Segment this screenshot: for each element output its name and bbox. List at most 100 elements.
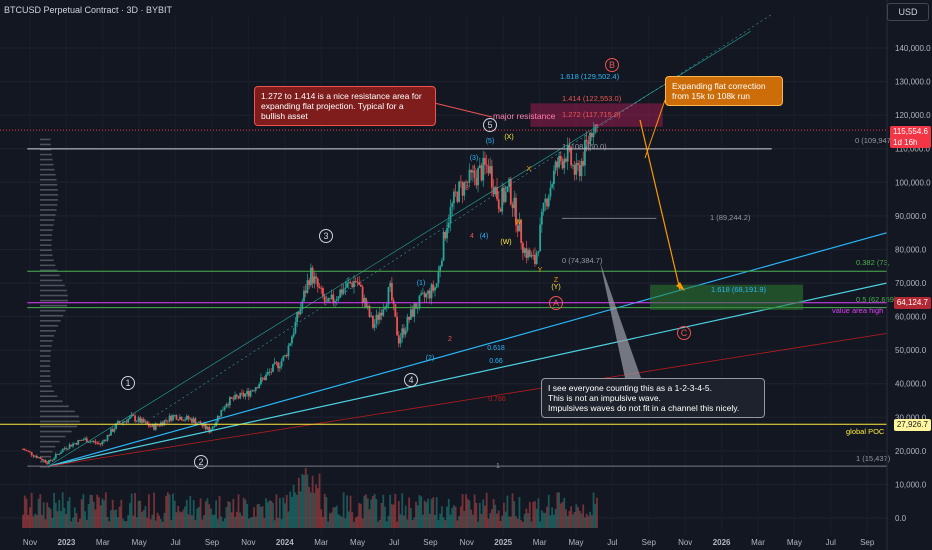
candle: [401, 328, 404, 338]
volume-bar: [265, 498, 267, 528]
candle: [592, 132, 595, 138]
volume-bar: [103, 500, 105, 528]
price-tick-label: 40,000.0: [895, 380, 927, 389]
candle: [506, 186, 509, 192]
volume-bar: [153, 492, 155, 528]
candle: [554, 161, 557, 171]
volume-bar: [173, 500, 176, 528]
candle: [175, 415, 178, 420]
volume-bar: [406, 519, 409, 528]
volume-bar: [420, 496, 423, 528]
candle: [516, 225, 519, 232]
volume-bar: [409, 508, 412, 528]
callout-pointer: [644, 99, 666, 159]
candle: [341, 289, 343, 294]
profile-bar: [40, 234, 53, 236]
candle: [101, 441, 104, 445]
candle: [549, 187, 552, 197]
symbol-title: BTCUSD Perpetual Contract · 3D · BYBIT: [4, 5, 173, 15]
candle: [582, 160, 585, 166]
volume-bar: [465, 494, 467, 528]
candle: [573, 165, 576, 175]
volume-bar: [449, 514, 452, 528]
volume-bar: [334, 507, 336, 528]
volume-bar: [323, 493, 326, 528]
wave-label: 4: [470, 233, 474, 240]
volume-bar: [244, 499, 247, 528]
candle: [125, 421, 128, 423]
profile-bar: [40, 279, 63, 282]
fib-level-label: 0 (74,384.7): [562, 256, 603, 265]
profile-bar: [40, 168, 55, 171]
profile-bar: [40, 390, 54, 393]
volume-bar: [468, 500, 471, 528]
volume-bar: [65, 514, 68, 528]
volume-bar: [596, 497, 598, 528]
wave-label: X: [527, 166, 532, 173]
candle: [92, 441, 95, 443]
candle: [73, 443, 76, 444]
volume-bar: [197, 507, 200, 528]
currency-button[interactable]: USD: [887, 3, 929, 21]
profile-bar: [40, 324, 59, 327]
profile-bar: [40, 350, 51, 352]
volume-bar: [353, 521, 355, 528]
volume-bar: [496, 513, 498, 528]
volume-bar: [322, 516, 324, 528]
candle: [532, 254, 535, 256]
candle: [146, 421, 149, 424]
volume-bar: [187, 514, 190, 528]
volume-bar: [373, 493, 376, 528]
candle: [179, 416, 181, 420]
volume-bar: [258, 503, 261, 528]
volume-bar: [291, 496, 293, 528]
volume-bar: [68, 497, 71, 528]
volume-bar: [165, 495, 168, 528]
time-tick-label: Mar: [533, 538, 547, 547]
price-tick-label: 120,000.0: [895, 111, 931, 120]
candle: [356, 281, 359, 283]
candle: [520, 220, 523, 244]
candle: [235, 394, 238, 397]
wave-label-circle: [121, 376, 135, 390]
profile-bar: [40, 455, 52, 458]
volume-bar: [273, 520, 276, 528]
candle: [339, 289, 342, 298]
candle: [129, 416, 131, 419]
candle: [422, 292, 424, 294]
volume-bar: [361, 518, 364, 528]
candle: [120, 423, 123, 424]
candle: [590, 133, 593, 138]
volume-bar: [377, 521, 380, 528]
candle: [453, 191, 455, 204]
candle: [61, 449, 64, 453]
volume-bar: [434, 514, 436, 528]
candle: [106, 434, 109, 441]
volume-bar: [99, 505, 102, 528]
candle: [177, 419, 180, 421]
candle: [68, 444, 71, 449]
candle: [504, 191, 507, 202]
candle: [478, 165, 481, 169]
candle: [458, 181, 461, 202]
volume-bar: [446, 506, 448, 528]
time-tick-label: Sep: [642, 538, 657, 547]
candle: [113, 428, 116, 432]
volume-bar: [349, 495, 352, 528]
candle: [60, 452, 62, 454]
volume-bar: [220, 516, 223, 528]
profile-bar: [40, 199, 58, 201]
volume-bar: [523, 513, 526, 528]
volume-bar: [304, 467, 307, 528]
candle: [266, 372, 269, 375]
candle: [316, 278, 319, 287]
candle: [423, 292, 426, 298]
candle: [29, 451, 31, 453]
global-poc-label: global POC: [846, 427, 885, 436]
candle: [182, 420, 185, 422]
volume-bar: [306, 474, 309, 528]
price-tick-label: 50,000.0: [895, 346, 927, 355]
volume-bar: [37, 498, 40, 528]
volume-bar: [180, 512, 183, 528]
